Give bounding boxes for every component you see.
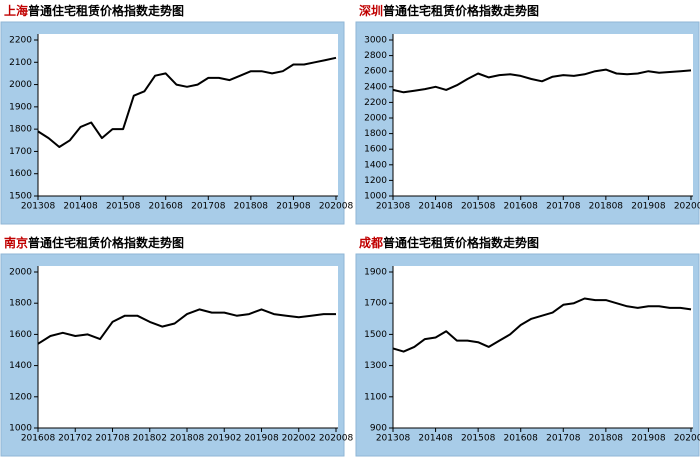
x-tick-label: 201908 xyxy=(631,202,666,212)
city-name: 深圳 xyxy=(359,3,383,18)
y-tick-label: 1800 xyxy=(9,125,32,135)
y-tick-label: 1500 xyxy=(9,192,32,202)
x-tick-label: 201708 xyxy=(546,434,581,444)
y-tick-label: 1100 xyxy=(364,392,387,402)
x-tick-label: 201408 xyxy=(63,202,98,212)
title-text: 普通住宅租赁价格指数走势图 xyxy=(28,3,184,18)
y-tick-label: 2000 xyxy=(364,114,387,124)
x-tick-label: 201608 xyxy=(504,434,539,444)
x-tick-label: 201808 xyxy=(589,434,624,444)
city-name: 南京 xyxy=(4,235,28,250)
series-line xyxy=(392,68,692,94)
plot-area xyxy=(38,34,338,196)
x-tick-label: 201708 xyxy=(546,202,581,212)
y-tick-label: 1300 xyxy=(364,361,387,371)
x-tick-label: 202008 xyxy=(674,202,700,212)
y-tick-label: 1600 xyxy=(364,145,387,155)
x-tick-label: 201702 xyxy=(58,434,92,444)
y-tick-label: 1600 xyxy=(9,330,32,340)
x-tick-label: 201308 xyxy=(376,202,411,212)
x-tick-label: 201808 xyxy=(589,202,624,212)
y-tick-label: 1600 xyxy=(9,169,32,179)
chart-title: 成都普通住宅租赁价格指数走势图 xyxy=(359,235,539,250)
title-text: 普通住宅租赁价格指数走势图 xyxy=(28,235,184,250)
x-tick-label: 201902 xyxy=(207,434,241,444)
x-tick-label: 201608 xyxy=(149,202,184,212)
plot-area xyxy=(393,266,693,428)
y-tick-label: 2100 xyxy=(9,58,32,68)
chart-title: 南京普通住宅租赁价格指数走势图 xyxy=(4,235,184,250)
x-tick-label: 201808 xyxy=(170,434,205,444)
plot-area xyxy=(393,34,693,196)
series-line xyxy=(392,297,692,353)
x-tick-label: 201908 xyxy=(244,434,279,444)
x-tick-label: 202008 xyxy=(319,434,354,444)
y-tick-label: 1800 xyxy=(364,129,387,139)
x-tick-label: 202008 xyxy=(674,434,700,444)
y-tick-label: 1000 xyxy=(364,192,387,202)
chart-panel: 南京普通住宅租赁价格指数走势图 1000 1200 1400 1600 1800 2000 2… xyxy=(0,235,354,457)
y-tick-label: 1400 xyxy=(9,361,32,371)
title-text: 普通住宅租赁价格指数走势图 xyxy=(383,235,539,250)
series-line xyxy=(37,308,336,345)
x-tick-label: 201508 xyxy=(461,202,496,212)
x-tick-label: 201608 xyxy=(504,202,539,212)
city-name: 成都 xyxy=(359,235,383,250)
x-tick-label: 201408 xyxy=(418,434,453,444)
x-tick-label: 201508 xyxy=(461,434,496,444)
x-tick-label: 201308 xyxy=(21,202,56,212)
y-tick-label: 2800 xyxy=(364,51,387,61)
y-tick-label: 1900 xyxy=(364,268,387,278)
x-tick-label: 201708 xyxy=(95,434,130,444)
chart-panel: 深圳普通住宅租赁价格指数走势图 1000 1200 1400 1600 1800 2000 2… xyxy=(355,3,700,225)
y-tick-label: 2000 xyxy=(9,80,32,90)
y-tick-label: 1800 xyxy=(9,299,32,309)
y-tick-label: 1200 xyxy=(9,392,32,402)
y-tick-label: 1700 xyxy=(364,299,387,309)
y-tick-label: 1000 xyxy=(9,424,32,434)
x-tick-label: 201408 xyxy=(418,202,453,212)
x-tick-label: 201802 xyxy=(133,434,167,444)
y-tick-label: 2400 xyxy=(364,82,387,92)
series-line xyxy=(37,56,337,148)
x-tick-label: 201508 xyxy=(106,202,141,212)
y-tick-label: 1900 xyxy=(9,102,32,112)
x-tick-label: 201708 xyxy=(191,202,226,212)
x-tick-label: 201908 xyxy=(276,202,311,212)
y-tick-label: 2200 xyxy=(364,98,387,108)
chart-panel: 上海普通住宅租赁价格指数走势图 1500 1600 1700 1800 1900 2000 2… xyxy=(0,3,354,225)
y-tick-label: 2000 xyxy=(9,268,32,278)
x-tick-label: 202008 xyxy=(319,202,354,212)
y-tick-label: 900 xyxy=(370,424,387,434)
x-tick-label: 201608 xyxy=(21,434,56,444)
x-tick-label: 201908 xyxy=(631,434,666,444)
chart-title: 上海普通住宅租赁价格指数走势图 xyxy=(4,3,184,18)
y-tick-label: 1400 xyxy=(364,160,387,170)
chart-title: 深圳普通住宅租赁价格指数走势图 xyxy=(359,3,539,18)
y-tick-label: 1500 xyxy=(364,330,387,340)
chart-panel: 成都普通住宅租赁价格指数走势图 900 1100 1300 1500 1700 1900 20… xyxy=(355,235,700,457)
plot-area xyxy=(38,266,338,428)
y-tick-label: 2200 xyxy=(9,36,32,46)
title-text: 普通住宅租赁价格指数走势图 xyxy=(383,3,539,18)
y-tick-label: 3000 xyxy=(364,36,387,46)
x-tick-label: 202002 xyxy=(282,434,316,444)
city-name: 上海 xyxy=(4,3,28,18)
y-tick-label: 2600 xyxy=(364,67,387,77)
x-tick-label: 201808 xyxy=(234,202,269,212)
y-tick-label: 1200 xyxy=(364,176,387,186)
y-tick-label: 1700 xyxy=(9,147,32,157)
x-tick-label: 201308 xyxy=(376,434,411,444)
